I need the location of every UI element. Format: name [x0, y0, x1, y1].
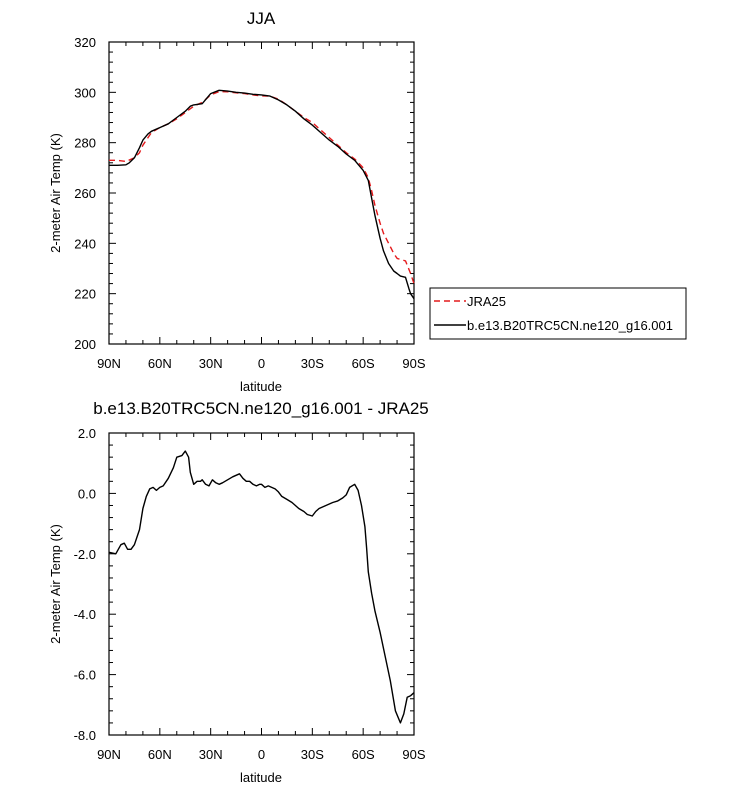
top-x-tick-label: 60S	[352, 356, 375, 371]
top-series-layer	[109, 89, 415, 300]
bottom-ticks: 90N 60N 30N 0 30S 60S 90S -8.0 -6.0 -4.0 -2.0 0.0 2.…	[74, 426, 426, 762]
top-y-tick-label: 300	[74, 85, 96, 100]
bottom-x-tick-label: 0	[258, 747, 265, 762]
bottom-series-line-difference	[108, 450, 415, 724]
top-y-tick-label: 280	[74, 136, 96, 151]
top-series-line-jra25	[109, 90, 415, 284]
top-x-tick-label: 0	[258, 356, 265, 371]
bottom-panel: b.e13.B20TRC5CN.ne120_g16.001 - JRA25 90…	[48, 399, 429, 785]
bottom-x-tick-label: 60S	[352, 747, 375, 762]
bottom-x-axis-label: latitude	[240, 770, 282, 785]
bottom-x-tick-label: 60N	[148, 747, 172, 762]
bottom-plot-frame	[108, 432, 415, 736]
bottom-x-tick-label: 90S	[402, 747, 425, 762]
top-y-tick-label: 220	[74, 287, 96, 302]
legend: JRA25 b.e13.B20TRC5CN.ne120_g16.001	[429, 287, 687, 340]
top-y-tick-label: 240	[74, 236, 96, 251]
bottom-x-tick-label: 90N	[97, 747, 121, 762]
bottom-chart-title: b.e13.B20TRC5CN.ne120_g16.001 - JRA25	[93, 399, 429, 418]
top-y-tick-label: 200	[74, 337, 96, 352]
top-x-axis-label: latitude	[240, 379, 282, 394]
legend-label-model: b.e13.B20TRC5CN.ne120_g16.001	[467, 318, 673, 333]
bottom-y-tick-label: -4.0	[74, 607, 96, 622]
top-x-tick-label: 90S	[402, 356, 425, 371]
bottom-y-tick-label: -6.0	[74, 668, 96, 683]
top-y-axis-label: 2-meter Air Temp (K)	[48, 133, 63, 253]
legend-frame	[429, 287, 687, 340]
top-x-tick-label: 60N	[148, 356, 172, 371]
top-ticks: 90N 60N 30N 0 30S 60S 90S 200 220 240 260 280 300 320	[74, 35, 426, 371]
bottom-y-tick-label: -2.0	[74, 547, 96, 562]
top-y-tick-label: 260	[74, 186, 96, 201]
top-x-tick-label: 90N	[97, 356, 121, 371]
bottom-y-tick-label: 2.0	[78, 426, 96, 441]
bottom-y-axis-label: 2-meter Air Temp (K)	[48, 524, 63, 644]
legend-label-jra25: JRA25	[467, 294, 506, 309]
top-panel: JJA 90N 60N 30N 0 30S 60S 90S 200 220 240 260 280 30…	[48, 9, 426, 394]
bottom-y-tick-label: -8.0	[74, 728, 96, 743]
bottom-series-layer	[108, 450, 415, 724]
top-series-line-b-e13-b20trc5cn-ne120-g16-001	[109, 89, 415, 300]
top-x-tick-label: 30N	[199, 356, 223, 371]
top-x-tick-label: 30S	[301, 356, 324, 371]
top-y-tick-label: 320	[74, 35, 96, 50]
bottom-y-tick-label: 0.0	[78, 486, 96, 501]
top-plot-frame	[108, 41, 415, 345]
bottom-x-tick-label: 30N	[199, 747, 223, 762]
top-chart-title: JJA	[247, 9, 276, 28]
bottom-x-tick-label: 30S	[301, 747, 324, 762]
